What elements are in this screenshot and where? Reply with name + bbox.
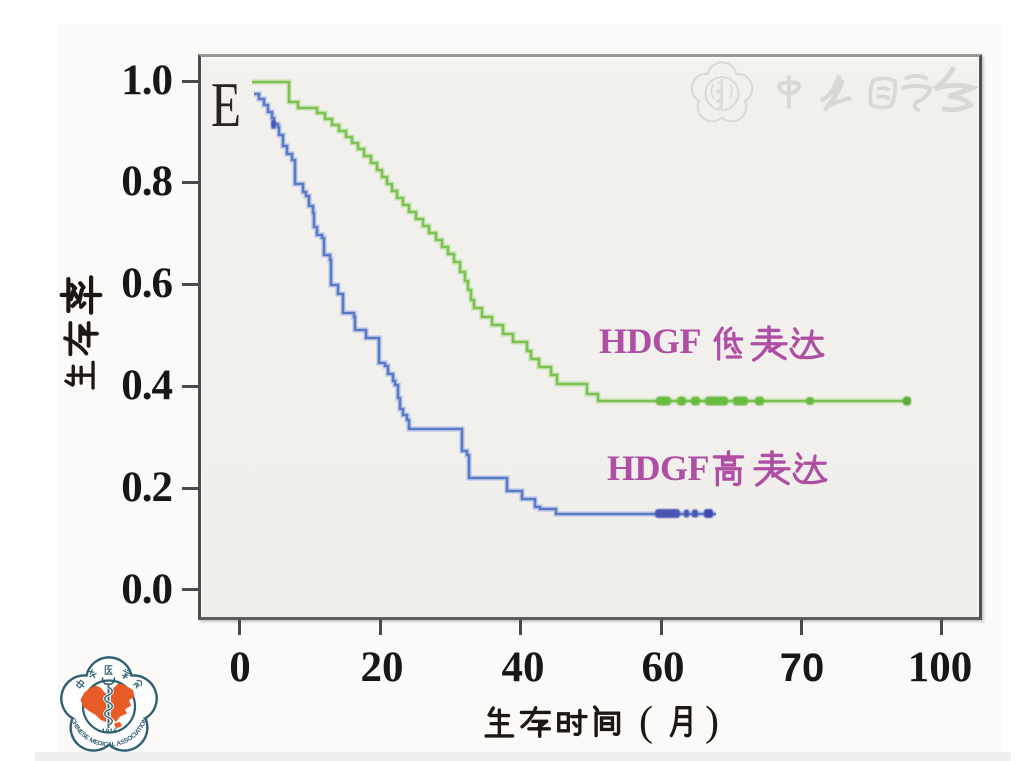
svg-text:): ) — [705, 699, 719, 745]
svg-text:1915: 1915 — [102, 728, 118, 735]
svg-text:(: ( — [639, 699, 653, 745]
